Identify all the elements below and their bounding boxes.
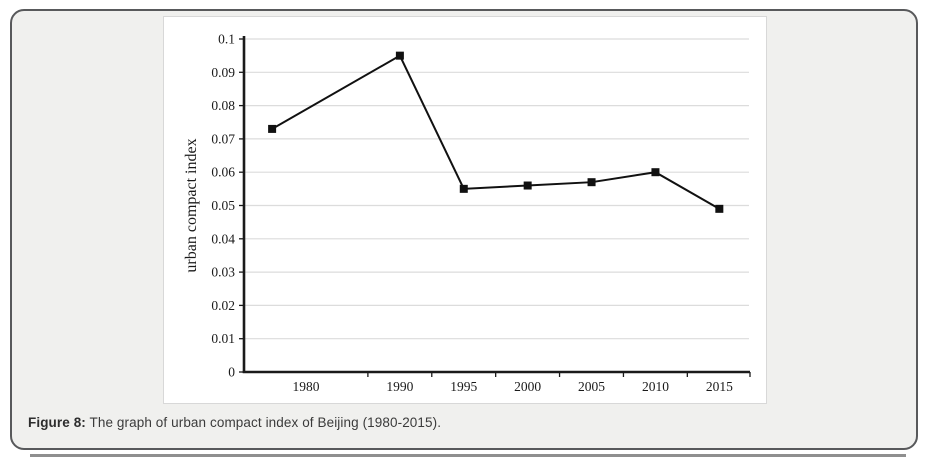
figure-caption-label: Figure 8: — [28, 415, 86, 430]
bottom-divider — [30, 454, 906, 457]
chart-panel: 0 0.01 0.02 0.03 0.04 0.05 0.06 0.07 0.08 0.09 0.1… — [163, 16, 767, 404]
figure-card: 0 0.01 0.02 0.03 0.04 0.05 0.06 0.07 0.08 0.09 0.1… — [10, 9, 918, 450]
x-tick-label: 2000 — [514, 379, 541, 394]
x-tick-label: 2010 — [642, 379, 669, 394]
x-tick-label: 2015 — [706, 379, 733, 394]
data-point — [395, 51, 404, 60]
y-tick-label: 0.03 — [211, 265, 235, 280]
y-tick-label: 0.06 — [211, 165, 235, 180]
figure-caption-text: The graph of urban compact index of Beij… — [89, 415, 442, 430]
data-point — [523, 181, 532, 190]
data-point — [651, 168, 660, 177]
y-tick-label: 0.08 — [211, 98, 235, 113]
figure-caption: Figure 8: The graph of urban compact ind… — [28, 415, 441, 430]
x-tick-label: 2005 — [578, 379, 605, 394]
y-tick-label: 0.02 — [211, 298, 235, 313]
y-tick-label: 0.01 — [211, 331, 235, 346]
data-point — [459, 184, 468, 193]
data-point — [715, 204, 724, 213]
y-tick-label: 0.04 — [211, 231, 235, 246]
y-tick-label: 0.05 — [211, 198, 235, 213]
y-tick-label: 0.09 — [211, 65, 235, 80]
data-point — [268, 124, 277, 133]
y-tick-label: 0.1 — [218, 32, 235, 47]
data-point — [587, 178, 596, 187]
x-tick-label: 1990 — [386, 379, 413, 394]
y-tick-label: 0 — [228, 365, 235, 380]
x-tick-label: 1980 — [292, 379, 319, 394]
y-axis-title: urban compact index — [183, 138, 200, 272]
urban-compact-index-chart: 0 0.01 0.02 0.03 0.04 0.05 0.06 0.07 0.08 0.09 0.1… — [183, 32, 751, 394]
data-line — [271, 54, 720, 210]
x-tick-label: 1995 — [450, 379, 477, 394]
y-tick-label: 0.07 — [211, 131, 235, 146]
